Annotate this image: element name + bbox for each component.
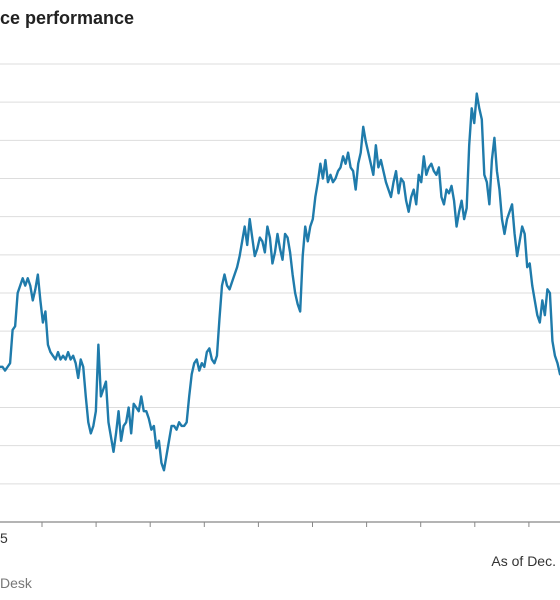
- x-tick-label-first: 5: [0, 530, 8, 546]
- as-of-note: As of Dec.: [491, 553, 556, 569]
- x-axis-ticks: [41, 522, 530, 527]
- series-line: [0, 92, 560, 472]
- series-layer: [0, 92, 560, 472]
- source-note: Desk: [0, 575, 32, 591]
- gridlines: [0, 63, 560, 523]
- chart-title: ce performance: [0, 8, 135, 28]
